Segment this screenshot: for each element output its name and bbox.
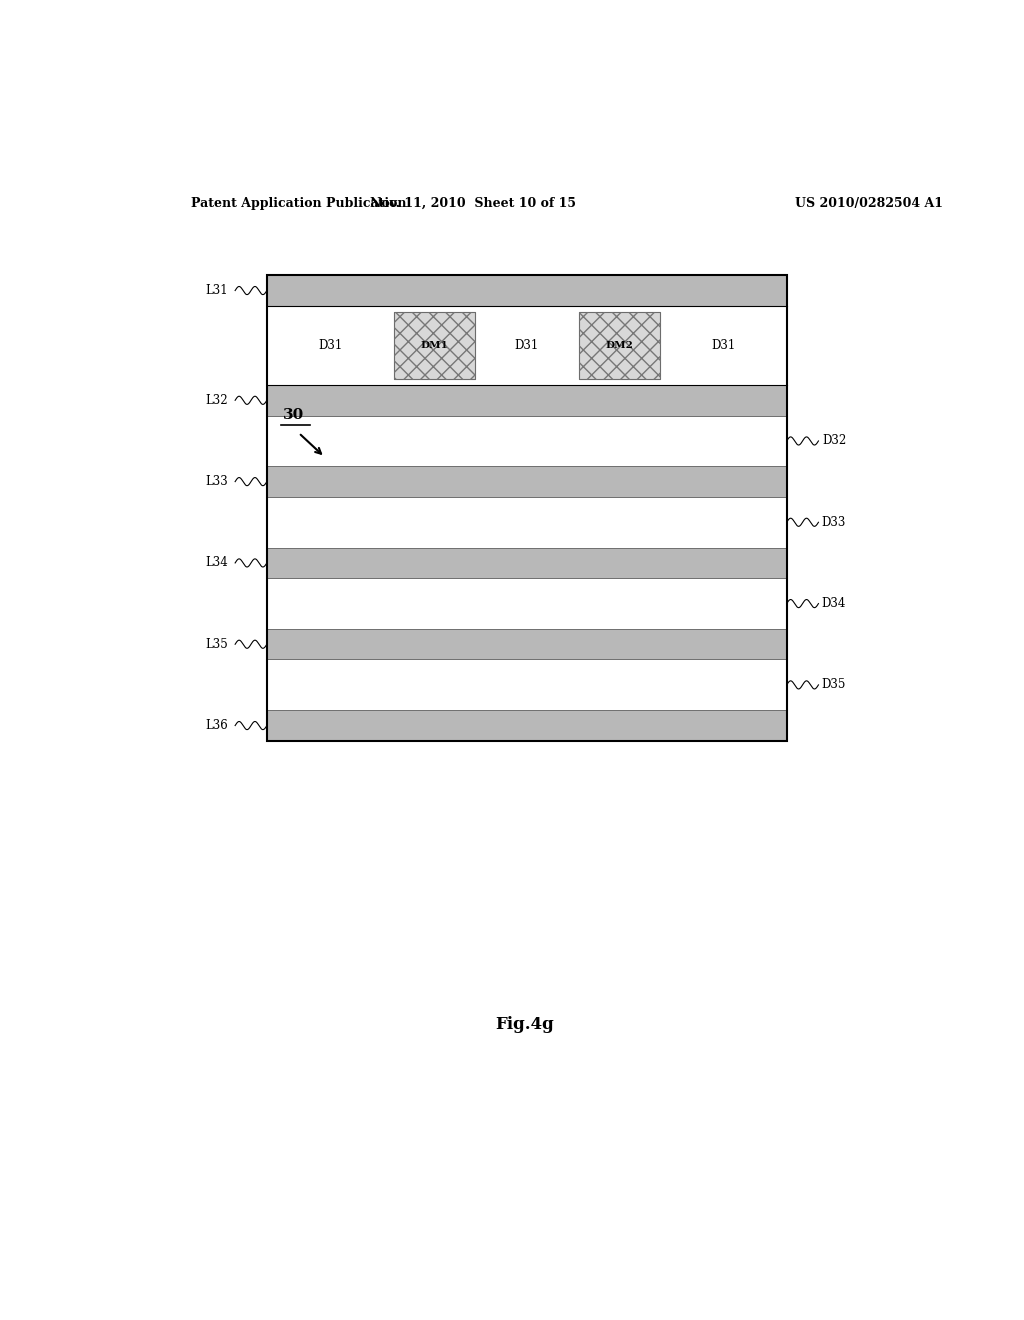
Text: L31: L31 xyxy=(205,284,227,297)
Bar xyxy=(659,306,786,385)
Bar xyxy=(267,385,786,416)
Text: Fig.4g: Fig.4g xyxy=(496,1016,554,1032)
Bar xyxy=(267,578,786,630)
Text: 30: 30 xyxy=(283,408,304,421)
Text: Nov. 11, 2010  Sheet 10 of 15: Nov. 11, 2010 Sheet 10 of 15 xyxy=(371,197,577,210)
Bar xyxy=(267,466,786,496)
Text: DM2: DM2 xyxy=(605,341,633,350)
Bar xyxy=(267,548,786,578)
Text: D34: D34 xyxy=(822,597,846,610)
Bar xyxy=(394,312,475,379)
Bar xyxy=(267,306,786,385)
Bar xyxy=(267,660,786,710)
Bar xyxy=(394,312,475,379)
Text: DM1: DM1 xyxy=(421,341,449,350)
Bar xyxy=(579,312,659,379)
Bar xyxy=(267,416,786,466)
Bar xyxy=(267,276,786,306)
Text: D35: D35 xyxy=(822,678,846,692)
Text: L32: L32 xyxy=(205,393,227,407)
Bar xyxy=(579,312,659,379)
Text: D31: D31 xyxy=(515,339,539,352)
Bar xyxy=(267,306,394,385)
Text: D32: D32 xyxy=(822,434,846,447)
Bar xyxy=(267,630,786,660)
Text: D33: D33 xyxy=(822,516,846,529)
Text: L33: L33 xyxy=(205,475,227,488)
Text: L36: L36 xyxy=(205,719,227,733)
Bar xyxy=(475,306,579,385)
Text: D31: D31 xyxy=(711,339,735,352)
Text: D31: D31 xyxy=(318,339,343,352)
Text: L35: L35 xyxy=(205,638,227,651)
Text: Patent Application Publication: Patent Application Publication xyxy=(191,197,407,210)
Bar xyxy=(267,276,786,741)
Text: L34: L34 xyxy=(205,557,227,569)
Bar xyxy=(267,710,786,741)
Text: US 2010/0282504 A1: US 2010/0282504 A1 xyxy=(795,197,943,210)
Bar xyxy=(267,496,786,548)
